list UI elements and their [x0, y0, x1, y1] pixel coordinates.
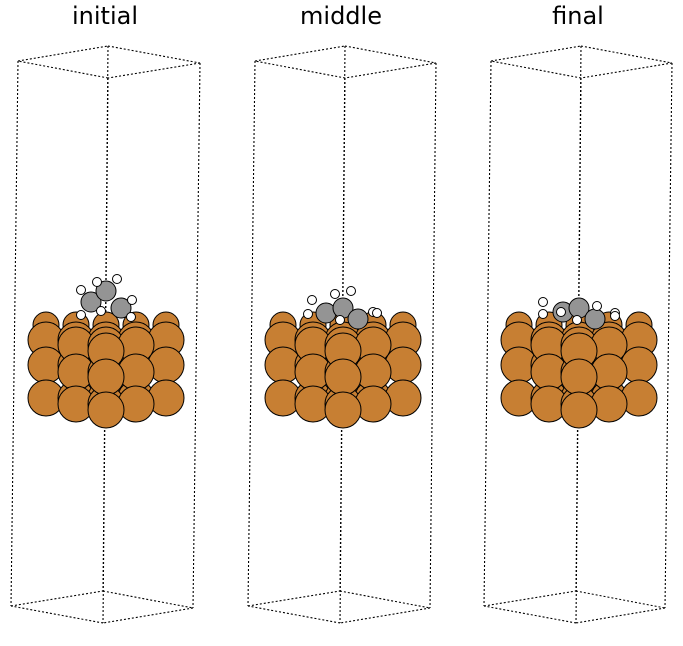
cell-edge [483, 605, 577, 624]
cell-edge [483, 590, 577, 607]
hydrogen-atom [610, 311, 620, 321]
cell-edge [17, 45, 109, 62]
cell-edge [192, 62, 201, 609]
cell-edge [664, 62, 673, 609]
metal-atom [87, 358, 125, 396]
cell-edge [490, 60, 582, 79]
cell-edge [575, 590, 666, 609]
cell-edge [339, 590, 431, 609]
hydrogen-atom [330, 289, 340, 299]
cell-edge [580, 45, 673, 64]
cell-edge [102, 607, 194, 624]
cell-edge [247, 605, 341, 624]
cell-edge [107, 62, 201, 79]
cell-edge [247, 590, 341, 607]
hydrogen-atom [76, 285, 86, 295]
hydrogen-atom [112, 274, 122, 284]
carbon-atom [80, 291, 102, 313]
metal-atom [324, 391, 362, 429]
carbon-atom [347, 308, 369, 330]
hydrogen-atom [346, 286, 356, 296]
cell-edge [102, 590, 194, 609]
carbon-atom [110, 297, 132, 319]
hydrogen-atom [127, 295, 137, 305]
panel-title-final: final [552, 2, 604, 30]
hydrogen-atom [556, 307, 566, 317]
hydrogen-atom [303, 309, 313, 319]
hydrogen-atom [96, 306, 106, 316]
cell-edge [17, 60, 109, 79]
hydrogen-atom [572, 315, 582, 325]
hydrogen-atom [372, 308, 382, 318]
panel-initial [10, 45, 201, 624]
hydrogen-atom [592, 301, 602, 311]
cell-edge [339, 607, 431, 624]
hydrogen-atom [538, 297, 548, 307]
panel-title-initial: initial [72, 2, 138, 30]
cell-edge [344, 62, 437, 79]
metal-atom [560, 358, 598, 396]
panel-title-middle: middle [300, 2, 382, 30]
cell-edge [10, 590, 104, 607]
panel-final [483, 45, 673, 624]
cell-edge [254, 60, 346, 79]
hydrogen-atom [76, 310, 86, 320]
metal-atom [324, 358, 362, 396]
hydrogen-atom [538, 309, 548, 319]
metal-atom [560, 391, 598, 429]
cell-edge [254, 45, 346, 62]
hydrogen-atom [335, 315, 345, 325]
cell-edge [107, 45, 201, 64]
hydrogen-atom [126, 312, 136, 322]
cell-edge [575, 607, 666, 624]
cell-edge [10, 605, 104, 624]
carbon-atom [584, 308, 606, 330]
carbon-atom [95, 280, 117, 302]
cell-edge [247, 60, 256, 607]
cell-edge [429, 62, 437, 609]
metal-atom [87, 391, 125, 429]
cell-edge [10, 60, 19, 607]
panel-middle [247, 45, 437, 624]
cell-edge [580, 62, 673, 79]
hydrogen-atom [307, 295, 317, 305]
cell-edge [490, 45, 582, 62]
cell-edge [344, 45, 437, 64]
hydrogen-atom [92, 277, 102, 287]
cell-edge [483, 60, 492, 607]
